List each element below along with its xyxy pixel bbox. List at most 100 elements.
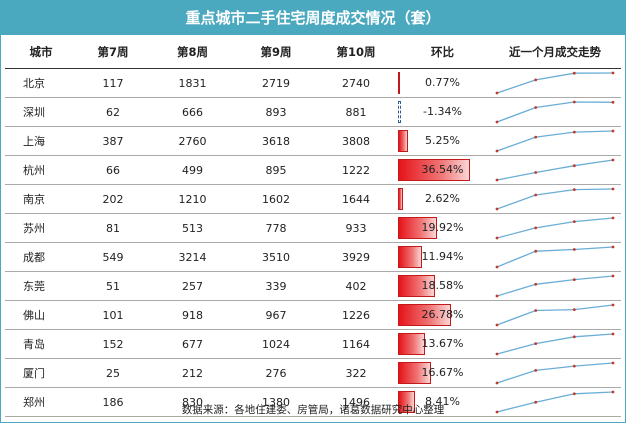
sparkline-point bbox=[611, 158, 615, 162]
week-value-cell: 25 bbox=[77, 358, 149, 388]
week-value-cell: 1024 bbox=[236, 329, 316, 359]
week-value-cell: 830 bbox=[149, 387, 236, 417]
table-row: 郑州 186 830 1380 1496 8.41% bbox=[5, 387, 621, 417]
mom-label: 36.54% bbox=[421, 163, 464, 176]
week-value-cell: 81 bbox=[77, 213, 149, 243]
sparkline-line bbox=[496, 159, 614, 181]
sparkline-cell bbox=[489, 68, 621, 98]
mom-cell: 19.92% bbox=[396, 213, 489, 243]
mom-cell: 18.58% bbox=[396, 271, 489, 301]
sparkline-point bbox=[572, 71, 576, 75]
mom-bar bbox=[398, 159, 470, 181]
week-value-cell: 513 bbox=[149, 213, 236, 243]
table-row: 成都 549 3214 3510 3929 11.94% bbox=[5, 242, 621, 272]
mom-cell: 2.62% bbox=[396, 184, 489, 214]
week-value-cell: 3510 bbox=[236, 242, 316, 272]
week-value-cell: 2740 bbox=[316, 68, 396, 98]
week-value-cell: 257 bbox=[149, 271, 236, 301]
sparkline-point bbox=[495, 381, 499, 385]
sparkline-point bbox=[495, 294, 499, 298]
header-week8: 第8周 bbox=[149, 36, 236, 69]
city-cell: 上海 bbox=[5, 126, 77, 156]
sparkline-line bbox=[496, 304, 614, 326]
sparkline-point bbox=[534, 342, 538, 345]
week-value-cell: 918 bbox=[149, 300, 236, 330]
mom-cell: 16.67% bbox=[396, 358, 489, 388]
week-value-cell: 881 bbox=[316, 97, 396, 127]
sparkline-point bbox=[572, 335, 576, 339]
sparkline bbox=[495, 100, 615, 124]
week-value-cell: 339 bbox=[236, 271, 316, 301]
sparkline-point bbox=[534, 282, 538, 286]
sparkline bbox=[495, 303, 615, 327]
sparkline-point bbox=[534, 400, 538, 404]
table-row: 苏州 81 513 778 933 19.92% bbox=[5, 213, 621, 243]
sparkline-point bbox=[534, 309, 538, 312]
sparkline-point bbox=[572, 100, 576, 104]
mom-cell: -1.34% bbox=[396, 97, 489, 127]
mom-bar bbox=[398, 275, 435, 297]
sparkline bbox=[495, 216, 615, 240]
sparkline-point bbox=[572, 130, 576, 134]
week-value-cell: 2760 bbox=[149, 126, 236, 156]
sparkline-point bbox=[611, 303, 615, 307]
week-value-cell: 186 bbox=[77, 387, 149, 417]
week-value-cell: 1210 bbox=[149, 184, 236, 214]
sparkline-point bbox=[611, 390, 615, 394]
week-value-cell: 893 bbox=[236, 97, 316, 127]
sparkline-line bbox=[496, 391, 614, 413]
sparkline bbox=[495, 158, 615, 182]
city-cell: 杭州 bbox=[5, 155, 77, 185]
sparkline-point bbox=[495, 207, 499, 211]
week-value-cell: 933 bbox=[316, 213, 396, 243]
sparkline-line bbox=[496, 275, 614, 297]
week-value-cell: 549 bbox=[77, 242, 149, 272]
table-row: 北京 117 1831 2719 2740 0.77% bbox=[5, 68, 621, 98]
week-value-cell: 212 bbox=[149, 358, 236, 388]
chart-title: 重点城市二手住宅周度成交情况（套） bbox=[1, 1, 625, 35]
week-value-cell: 3618 bbox=[236, 126, 316, 156]
sparkline-point bbox=[611, 129, 615, 133]
sparkline-point bbox=[534, 171, 538, 174]
sparkline-line bbox=[496, 188, 614, 210]
sparkline-point bbox=[534, 135, 538, 139]
sparkline-point bbox=[572, 188, 576, 191]
sparkline-point bbox=[534, 369, 538, 372]
sparkline bbox=[495, 274, 615, 298]
city-cell: 南京 bbox=[5, 184, 77, 214]
table-row: 青岛 152 677 1024 1164 13.67% bbox=[5, 329, 621, 359]
week-value-cell: 3214 bbox=[149, 242, 236, 272]
sparkline-point bbox=[495, 91, 499, 95]
mom-label: 26.78% bbox=[421, 308, 464, 321]
sparkline-point bbox=[572, 248, 576, 251]
sparkline-point bbox=[495, 323, 499, 327]
sparkline-point bbox=[611, 100, 615, 104]
sparkline-cell bbox=[489, 271, 621, 301]
mom-cell: 11.94% bbox=[396, 242, 489, 272]
header-week9: 第9周 bbox=[236, 36, 316, 69]
mom-label: 11.94% bbox=[421, 250, 464, 263]
table-row: 上海 387 2760 3618 3808 5.25% bbox=[5, 126, 621, 156]
mom-label: 2.62% bbox=[425, 192, 460, 205]
mom-cell: 13.67% bbox=[396, 329, 489, 359]
sparkline-line bbox=[496, 130, 614, 152]
table-row: 杭州 66 499 895 1222 36.54% bbox=[5, 155, 621, 185]
week-value-cell: 202 bbox=[77, 184, 149, 214]
week-value-cell: 1380 bbox=[236, 387, 316, 417]
mom-label: 18.58% bbox=[421, 279, 464, 292]
mom-label: 19.92% bbox=[421, 221, 464, 234]
sparkline-point bbox=[572, 364, 576, 368]
mom-label: 5.25% bbox=[425, 134, 460, 147]
table-row: 东莞 51 257 339 402 18.58% bbox=[5, 271, 621, 301]
mom-bar bbox=[398, 130, 409, 152]
week-value-cell: 276 bbox=[236, 358, 316, 388]
sparkline bbox=[495, 129, 615, 153]
mom-label: -1.34% bbox=[423, 105, 462, 118]
week-value-cell: 51 bbox=[77, 271, 149, 301]
sparkline-point bbox=[534, 78, 538, 82]
mom-label: 13.67% bbox=[421, 337, 464, 350]
week-value-cell: 895 bbox=[236, 155, 316, 185]
mom-bar bbox=[398, 217, 438, 239]
city-cell: 郑州 bbox=[5, 387, 77, 417]
sparkline-point bbox=[611, 274, 615, 278]
